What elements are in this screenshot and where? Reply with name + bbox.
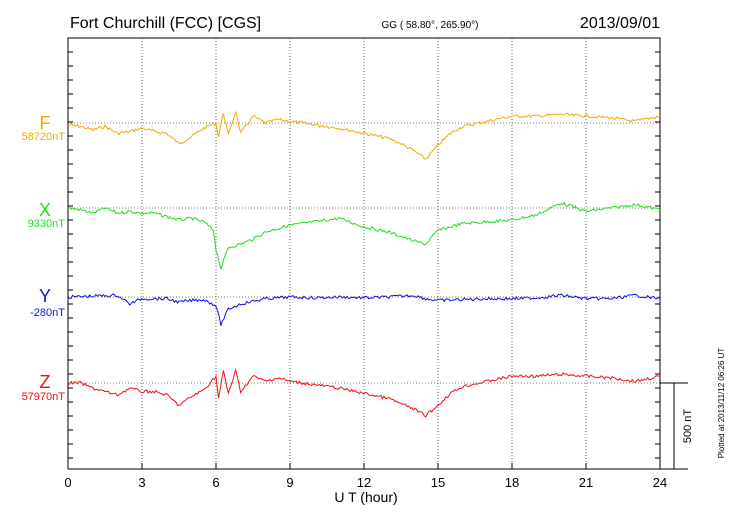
baseline-value-y: -280nT (30, 307, 65, 319)
grid-lines (68, 38, 660, 469)
series-name-f: F (40, 113, 51, 133)
x-axis-label: U T (hour) (334, 489, 397, 505)
station-title: Fort Churchill (FCC) [CGS] (70, 15, 261, 32)
series-name-y: Y (39, 286, 51, 306)
baseline-value-x: 9330nT (28, 218, 66, 230)
x-tick-label: 12 (357, 475, 371, 490)
baseline-value-f: 58720nT (22, 131, 66, 143)
series-line-y (67, 293, 661, 326)
x-tick-label: 9 (286, 475, 293, 490)
x-tick-label: 6 (212, 475, 219, 490)
x-axis-ticks: 0 3 6 9 12 15 18 21 24 (64, 463, 667, 490)
x-tick-label: 15 (431, 475, 445, 490)
coordinates-label: GG ( 58.80°, 265.90°) (382, 20, 479, 31)
x-tick-label: 3 (138, 475, 145, 490)
date-label: 2013/09/01 (580, 15, 660, 32)
x-tick-label: 0 (64, 475, 71, 490)
scale-bar: 500 nT (660, 382, 694, 470)
series-lines (67, 110, 661, 418)
x-tick-label: 24 (653, 475, 667, 490)
x-tick-label: 18 (505, 475, 519, 490)
x-tick-label: 21 (579, 475, 593, 490)
series-line-f (67, 110, 661, 160)
scale-bar-label: 500 nT (682, 409, 694, 444)
plotted-at-note: Plotted at 2013/11/12 06:26 UT (717, 348, 726, 459)
series-name-z: Z (40, 372, 51, 392)
baseline-value-z: 57970nT (22, 391, 66, 403)
series-name-x: X (39, 200, 51, 220)
series-line-z (67, 368, 661, 418)
series-line-x (67, 201, 661, 271)
